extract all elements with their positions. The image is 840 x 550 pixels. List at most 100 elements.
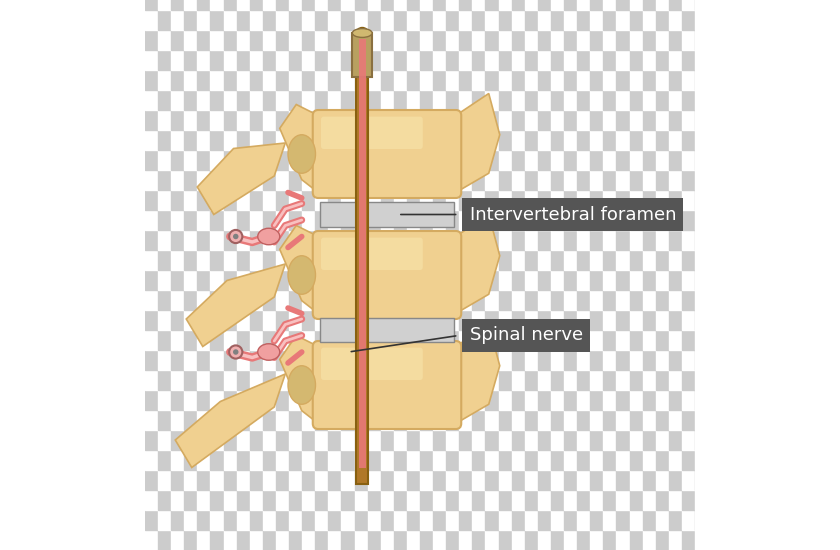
Bar	[433, 330, 446, 350]
Bar	[617, 350, 629, 370]
Bar	[446, 370, 459, 390]
Bar	[420, 350, 433, 370]
Bar	[223, 250, 237, 270]
Bar	[472, 0, 486, 10]
FancyBboxPatch shape	[321, 117, 423, 149]
Bar	[381, 370, 394, 390]
Bar	[525, 450, 538, 470]
Bar	[420, 450, 433, 470]
Bar	[197, 290, 211, 310]
Bar	[499, 50, 512, 70]
Bar	[499, 230, 512, 250]
Bar	[499, 290, 512, 310]
Bar	[433, 50, 446, 70]
Bar	[695, 210, 708, 230]
Bar	[354, 230, 368, 250]
Bar	[341, 470, 354, 490]
Bar	[617, 370, 629, 390]
Bar	[669, 470, 682, 490]
Bar	[433, 350, 446, 370]
Bar	[289, 130, 302, 150]
Bar	[158, 70, 171, 90]
Bar	[695, 50, 708, 70]
Bar	[643, 30, 656, 50]
Bar	[603, 110, 617, 130]
Bar	[223, 50, 237, 70]
Bar	[499, 310, 512, 330]
Bar	[433, 30, 446, 50]
Bar	[591, 250, 603, 270]
Bar	[328, 30, 341, 50]
Bar	[459, 150, 472, 170]
Bar	[184, 30, 197, 50]
Bar	[669, 450, 682, 470]
Bar	[643, 290, 656, 310]
Bar	[237, 50, 249, 70]
Bar	[433, 190, 446, 210]
Bar	[315, 230, 328, 250]
Bar	[695, 470, 708, 490]
Bar	[551, 410, 564, 430]
Bar	[551, 330, 564, 350]
Bar	[603, 410, 617, 430]
Bar	[223, 70, 237, 90]
Bar	[158, 490, 171, 510]
Bar	[341, 70, 354, 90]
Bar	[617, 310, 629, 330]
Bar	[302, 390, 315, 410]
Bar	[577, 290, 591, 310]
Bar	[486, 230, 499, 250]
Polygon shape	[176, 374, 286, 467]
Bar	[486, 130, 499, 150]
Bar	[656, 250, 669, 270]
Bar	[249, 350, 263, 370]
Bar	[695, 150, 708, 170]
Bar	[237, 530, 249, 550]
Bar	[446, 190, 459, 210]
Bar	[211, 450, 223, 470]
Bar	[171, 110, 184, 130]
Bar	[249, 70, 263, 90]
Bar	[223, 410, 237, 430]
Bar	[263, 410, 276, 430]
Bar	[171, 30, 184, 50]
Bar	[158, 250, 171, 270]
Bar	[564, 130, 577, 150]
Bar	[381, 10, 394, 30]
Bar	[486, 530, 499, 550]
Bar	[446, 270, 459, 290]
Bar	[551, 150, 564, 170]
Bar	[263, 290, 276, 310]
Bar	[171, 510, 184, 530]
Bar	[472, 130, 486, 150]
Bar	[368, 150, 381, 170]
Bar	[538, 350, 551, 370]
Bar	[407, 530, 420, 550]
Bar	[603, 450, 617, 470]
Bar	[695, 230, 708, 250]
Bar	[577, 430, 591, 450]
Bar	[446, 250, 459, 270]
Bar	[629, 10, 643, 30]
Bar	[591, 10, 603, 30]
Bar	[237, 470, 249, 490]
Bar	[276, 170, 289, 190]
Bar	[315, 530, 328, 550]
Bar	[446, 170, 459, 190]
Bar	[211, 50, 223, 70]
Bar	[433, 250, 446, 270]
Bar	[446, 430, 459, 450]
Bar	[328, 130, 341, 150]
Bar	[603, 50, 617, 70]
Bar	[512, 330, 525, 350]
Bar	[629, 150, 643, 170]
Bar	[420, 150, 433, 170]
Bar	[263, 110, 276, 130]
Bar	[145, 330, 158, 350]
FancyBboxPatch shape	[312, 110, 461, 198]
Bar	[512, 150, 525, 170]
Bar	[617, 270, 629, 290]
Bar	[407, 10, 420, 30]
Bar	[538, 510, 551, 530]
Bar	[669, 370, 682, 390]
